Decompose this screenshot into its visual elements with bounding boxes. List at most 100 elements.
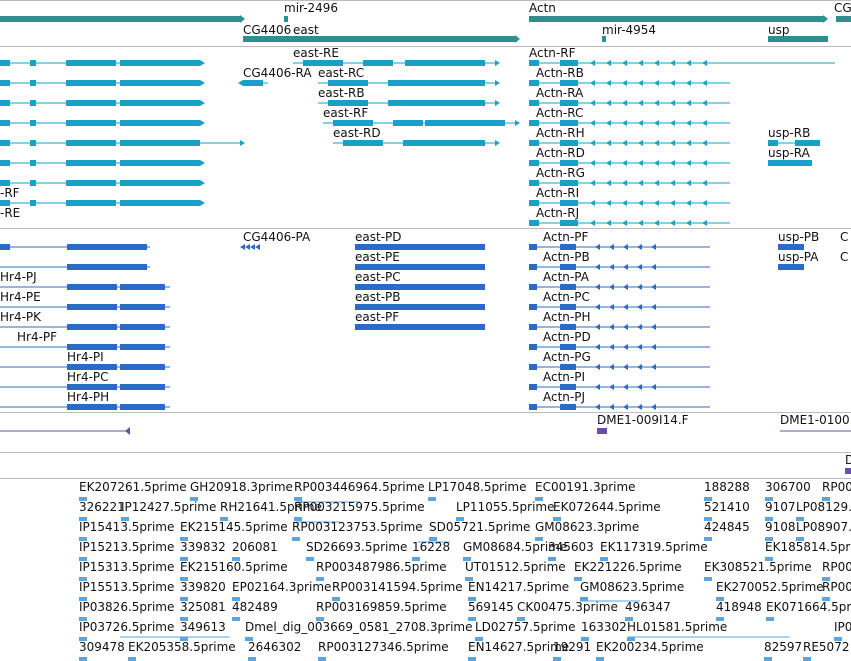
est-label[interactable]: EK200234.5prime [596, 640, 704, 654]
est-label[interactable]: EC00191.3prime [535, 480, 636, 494]
est-label[interactable]: 325081 [180, 600, 226, 614]
est-label[interactable]: EK215160.5prime [180, 560, 288, 574]
est-label[interactable]: EK072644.5prime [553, 500, 661, 514]
transcript-label[interactable]: Actn-RF [529, 46, 576, 60]
gene-label[interactable]: mir-4954 [602, 23, 657, 37]
transcript-label[interactable]: Actn-RD [536, 146, 585, 160]
transcript-label[interactable]: Actn-RC [536, 106, 584, 120]
est-label[interactable]: EN14217.5prime [468, 580, 570, 594]
est-label[interactable]: 339820 [180, 580, 226, 594]
est-label[interactable]: 349613 [180, 620, 226, 634]
est-label[interactable]: 482489 [232, 600, 278, 614]
cds-label[interactable]: C [840, 250, 849, 264]
est-label[interactable]: RE5072 [803, 640, 850, 654]
est-label[interactable]: 82597 [764, 640, 803, 654]
est-label[interactable]: 9107 [765, 500, 796, 514]
est-label[interactable]: EK117319.5prime [600, 540, 708, 554]
cds-label[interactable]: usp-PA [778, 250, 819, 264]
clone-label[interactable]: DME1-0100 [780, 413, 850, 427]
est-label[interactable]: RP003487986.5prime [316, 560, 447, 574]
transcript-label[interactable]: Actn-RB [536, 66, 584, 80]
est-label[interactable]: 339832 [180, 540, 226, 554]
est-label[interactable]: EK207261.5prime [79, 480, 187, 494]
est-label[interactable]: EK185814.5prime [765, 540, 851, 554]
transcript-label[interactable]: usp-RB [768, 126, 811, 140]
cds-label[interactable]: Hr4-PC [67, 370, 109, 384]
cds-label[interactable]: Hr4-PJ [0, 270, 37, 284]
est-label[interactable]: SD26693.5prime [306, 540, 408, 554]
transcript-label[interactable]: east-RC [318, 66, 365, 80]
cds-label[interactable]: Hr4-PI [67, 350, 104, 364]
est-label[interactable]: 521410 [704, 500, 750, 514]
cds-label[interactable]: C [840, 230, 849, 244]
est-label[interactable]: 345603 [548, 540, 594, 554]
transcript-label[interactable]: Actn-RJ [536, 206, 580, 220]
transcript-label[interactable]: Actn-RG [536, 166, 585, 180]
est-label[interactable]: IP03726.5prime [79, 620, 175, 634]
est-label[interactable]: RP00 [822, 580, 851, 594]
est-label[interactable]: SD05721.5prime [429, 520, 531, 534]
cds-label[interactable]: east-PE [355, 250, 400, 264]
est-label[interactable]: IP03826.5prime [79, 600, 175, 614]
est-label[interactable]: EK205358.5prime [128, 640, 236, 654]
est-label[interactable]: LP08907. [796, 520, 851, 534]
est-label[interactable]: LD02757.5prime [475, 620, 576, 634]
est-label[interactable]: 424845 [704, 520, 750, 534]
transcript-label[interactable]: CG4406-RA [243, 66, 312, 80]
est-label[interactable]: EK270052.5prime [716, 580, 824, 594]
gene-label[interactable]: east [293, 23, 319, 37]
est-label[interactable]: CK00475.3prime [517, 600, 618, 614]
clone-label[interactable]: D [845, 453, 851, 467]
cds-label[interactable]: usp-PB [778, 230, 820, 244]
transcript-label[interactable]: east-RD [333, 126, 381, 140]
est-label[interactable]: Dmel_dig_003669_0581_2708.3prime [245, 620, 473, 634]
cds-label[interactable]: Actn-PC [543, 290, 590, 304]
est-label[interactable]: RP00 [822, 480, 851, 494]
est-label[interactable]: RP003123753.5prime [292, 520, 423, 534]
est-label[interactable]: EN14627.5prime [468, 640, 570, 654]
clone-label[interactable]: DME1-009I14.F [597, 413, 689, 427]
est-label[interactable]: UT01512.5prime [465, 560, 566, 574]
est-label[interactable]: IP12427.5prime [121, 500, 217, 514]
cds-label[interactable]: Actn-PG [543, 350, 591, 364]
cds-label[interactable]: Actn-PB [543, 250, 590, 264]
est-label[interactable]: EP02164.3prime [232, 580, 332, 594]
transcript-label[interactable]: Actn-RH [536, 126, 585, 140]
est-label[interactable]: RP003215975.5prime [294, 500, 425, 514]
est-label[interactable]: 306700 [765, 480, 811, 494]
est-label[interactable]: 206081 [232, 540, 278, 554]
est-label[interactable]: EK071664.5pr [766, 600, 851, 614]
est-label[interactable]: 418948 [716, 600, 762, 614]
gene-label[interactable]: usp [768, 23, 790, 37]
est-label[interactable]: LP08129. [796, 500, 851, 514]
est-label[interactable]: IP0 [834, 620, 851, 634]
est-label[interactable]: EK221226.5prime [574, 560, 682, 574]
gene-label[interactable]: CG [834, 1, 851, 15]
transcript-label[interactable]: Actn-RA [536, 86, 584, 100]
est-label[interactable]: IP15213.5prime [79, 540, 175, 554]
cds-label[interactable]: CG4406-PA [243, 230, 311, 244]
cds-label[interactable]: east-PF [355, 310, 400, 324]
gene-label[interactable]: CG4406 [243, 23, 292, 37]
est-label[interactable]: RP003169859.5prime [316, 600, 447, 614]
est-label[interactable]: 326221 [79, 500, 125, 514]
est-label[interactable]: EK215145.5prime [180, 520, 288, 534]
cds-label[interactable]: Actn-PD [543, 330, 591, 344]
est-label[interactable]: 2646302 [248, 640, 302, 654]
cds-label[interactable]: Actn-PH [543, 310, 591, 324]
transcript-label[interactable]: east-RB [318, 86, 365, 100]
cds-label[interactable]: Hr4-PH [67, 390, 110, 404]
cds-label[interactable]: Actn-PJ [543, 390, 586, 404]
transcript-label[interactable]: usp-RA [768, 146, 810, 160]
est-label[interactable]: IP15313.5prime [79, 560, 175, 574]
cds-label[interactable]: Actn-PA [543, 270, 589, 284]
cds-label[interactable]: Hr4-PE [0, 290, 41, 304]
est-label[interactable]: RP003141594.5prime [332, 580, 463, 594]
est-label[interactable]: RP00 [822, 560, 851, 574]
cds-label[interactable]: Hr4-PF [17, 330, 58, 344]
est-label[interactable]: 163302 [581, 620, 627, 634]
est-label[interactable]: GM08623.5prime [580, 580, 685, 594]
est-label[interactable]: LP17048.5prime [428, 480, 527, 494]
est-label[interactable]: EK308521.5prime [704, 560, 812, 574]
